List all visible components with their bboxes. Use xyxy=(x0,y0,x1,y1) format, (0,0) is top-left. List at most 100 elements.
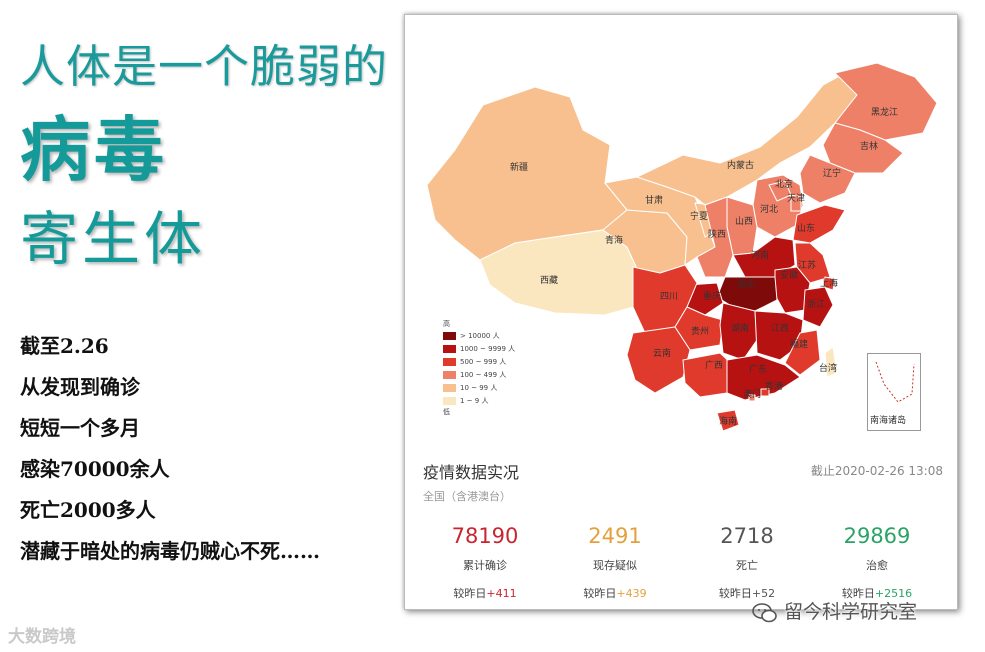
province-label: 新疆 xyxy=(510,161,528,173)
legend-item: > 10000 人 xyxy=(443,329,515,342)
province-label: 河南 xyxy=(751,249,769,261)
south-china-sea-inset: 南海诸岛 xyxy=(867,353,921,431)
stat-label: 治愈 xyxy=(866,559,888,572)
legend-item: 100 ~ 499 人 xyxy=(443,368,515,381)
stat-value: 2491 xyxy=(588,524,642,548)
province-label: 云南 xyxy=(653,347,671,359)
delta-value: +2516 xyxy=(874,587,913,600)
province-label: 湖北 xyxy=(737,279,755,290)
legend-swatch xyxy=(443,370,456,379)
province-label: 江西 xyxy=(771,323,789,334)
region-zhejiang[interactable] xyxy=(802,286,834,328)
stats-title: 疫情数据实况 xyxy=(423,463,520,482)
region-liaoning[interactable] xyxy=(799,154,856,204)
province-label: 上海 xyxy=(820,277,838,289)
watermark-left: 大数跨境 xyxy=(8,622,76,647)
province-label: 甘肃 xyxy=(645,194,663,206)
region-shanghai[interactable] xyxy=(822,276,836,291)
stat-deaths: 2718 死亡 较昨日+52 xyxy=(687,521,807,601)
province-label: 青海 xyxy=(605,234,623,246)
map-legend: 高 > 10000 人 1000 ~ 9999 人 500 ~ 999 人 10… xyxy=(443,319,515,417)
stat-recovered: 29869 治愈 较昨日+2516 xyxy=(817,521,937,601)
legend-item-label: 500 ~ 999 人 xyxy=(460,357,507,366)
stats-scope: 全国（含港澳台） xyxy=(423,490,511,503)
stat-delta: 较昨日+52 xyxy=(687,585,807,601)
watermark-right: 留今科学研究室 xyxy=(752,597,917,624)
province-labels: 新疆 西藏 青海 甘肃 内蒙古 黑龙江 吉林 辽宁 北京 天津 河北 山西 宁夏… xyxy=(510,106,898,427)
region-jilin[interactable] xyxy=(822,122,904,174)
province-label: 福建 xyxy=(790,338,808,350)
inset-label: 南海诸岛 xyxy=(870,416,907,426)
legend-swatch xyxy=(443,357,456,366)
province-label: 黑龙江 xyxy=(871,106,898,118)
province-label: 北京 xyxy=(775,178,793,190)
epidemic-panel: 新疆 西藏 青海 甘肃 内蒙古 黑龙江 吉林 辽宁 北京 天津 河北 山西 宁夏… xyxy=(404,14,958,610)
legend-swatch xyxy=(443,383,456,392)
legend-swatch xyxy=(443,344,456,353)
region-yunnan[interactable] xyxy=(626,326,691,394)
province-label: 台湾 xyxy=(819,362,837,374)
province-label: 河北 xyxy=(760,203,778,215)
province-label: 广西 xyxy=(705,359,723,371)
delta-prefix: 较昨日 xyxy=(583,587,617,600)
heading-line-3: 寄生体 xyxy=(20,205,207,273)
province-label: 天津 xyxy=(787,193,805,204)
legend-item: 1 ~ 9 人 xyxy=(443,394,515,407)
legend-item-label: 100 ~ 499 人 xyxy=(460,370,507,379)
region-xianggang[interactable] xyxy=(760,388,770,397)
delta-prefix: 较昨日 xyxy=(453,587,487,600)
stat-label: 累计确诊 xyxy=(463,559,507,572)
stat-label: 死亡 xyxy=(736,559,758,572)
region-taiwan[interactable] xyxy=(824,346,838,378)
province-label: 澳门 xyxy=(743,388,761,400)
delta-value: +411 xyxy=(486,587,517,600)
province-label: 香港 xyxy=(765,380,783,392)
heading-line-2: 病毒 xyxy=(20,109,168,191)
province-label: 山西 xyxy=(735,216,753,227)
stat-value: 29869 xyxy=(843,524,911,548)
province-label: 江苏 xyxy=(798,259,816,271)
province-label: 贵州 xyxy=(691,325,709,337)
province-label: 辽宁 xyxy=(823,167,841,179)
body-line: 感染70000余人 xyxy=(20,457,170,481)
province-label: 安徽 xyxy=(780,269,798,281)
body-line: 死亡2000多人 xyxy=(20,498,156,522)
province-label: 宁夏 xyxy=(690,210,708,222)
region-hainan[interactable] xyxy=(716,409,740,432)
legend-item: 500 ~ 999 人 xyxy=(443,355,515,368)
legend-high-label: 高 xyxy=(443,320,450,328)
region-heilongjiang[interactable] xyxy=(834,62,938,141)
province-label: 吉林 xyxy=(860,140,878,152)
province-label: 重庆 xyxy=(703,290,721,302)
stat-delta: 较昨日+411 xyxy=(425,585,545,601)
stat-confirmed: 78190 累计确诊 较昨日+411 xyxy=(425,521,545,601)
stats-timestamp: 截止2020-02-26 13:08 xyxy=(810,464,943,478)
legend-item-label: > 10000 人 xyxy=(460,331,500,340)
stat-delta: 较昨日+2516 xyxy=(817,585,937,601)
heading-line-1: 人体是一个脆弱的 xyxy=(20,40,389,93)
delta-value: +52 xyxy=(751,587,776,600)
legend-item-label: 1000 ~ 9999 人 xyxy=(460,344,516,353)
legend-swatch xyxy=(443,396,456,405)
stat-label: 现存疑似 xyxy=(593,559,637,572)
province-label: 海南 xyxy=(719,415,737,427)
legend-swatch xyxy=(443,331,456,340)
body-line: 从发现到确诊 xyxy=(20,375,140,399)
delta-prefix: 较昨日 xyxy=(718,587,752,600)
province-label: 山东 xyxy=(797,222,815,234)
body-line: 截至2.26 xyxy=(20,334,109,358)
watermark-right-text: 留今科学研究室 xyxy=(784,601,918,623)
province-label: 内蒙古 xyxy=(727,159,754,171)
stat-value: 78190 xyxy=(451,524,519,548)
province-label: 浙江 xyxy=(807,298,825,310)
stat-suspected: 2491 现存疑似 较昨日+439 xyxy=(555,521,675,601)
stat-value: 2718 xyxy=(720,524,774,548)
region-guangdong[interactable] xyxy=(726,354,801,401)
province-label: 陕西 xyxy=(708,228,726,240)
region-fujian[interactable] xyxy=(784,329,821,376)
body-text: 截至2.26 从发现到确诊 短短一个多月 感染70000余人 死亡2000多人 … xyxy=(20,330,320,576)
legend-item-label: 10 ~ 99 人 xyxy=(460,383,498,392)
delta-value: +439 xyxy=(616,587,647,600)
region-tianjin[interactable] xyxy=(790,194,802,212)
region-aomen[interactable] xyxy=(748,394,756,402)
